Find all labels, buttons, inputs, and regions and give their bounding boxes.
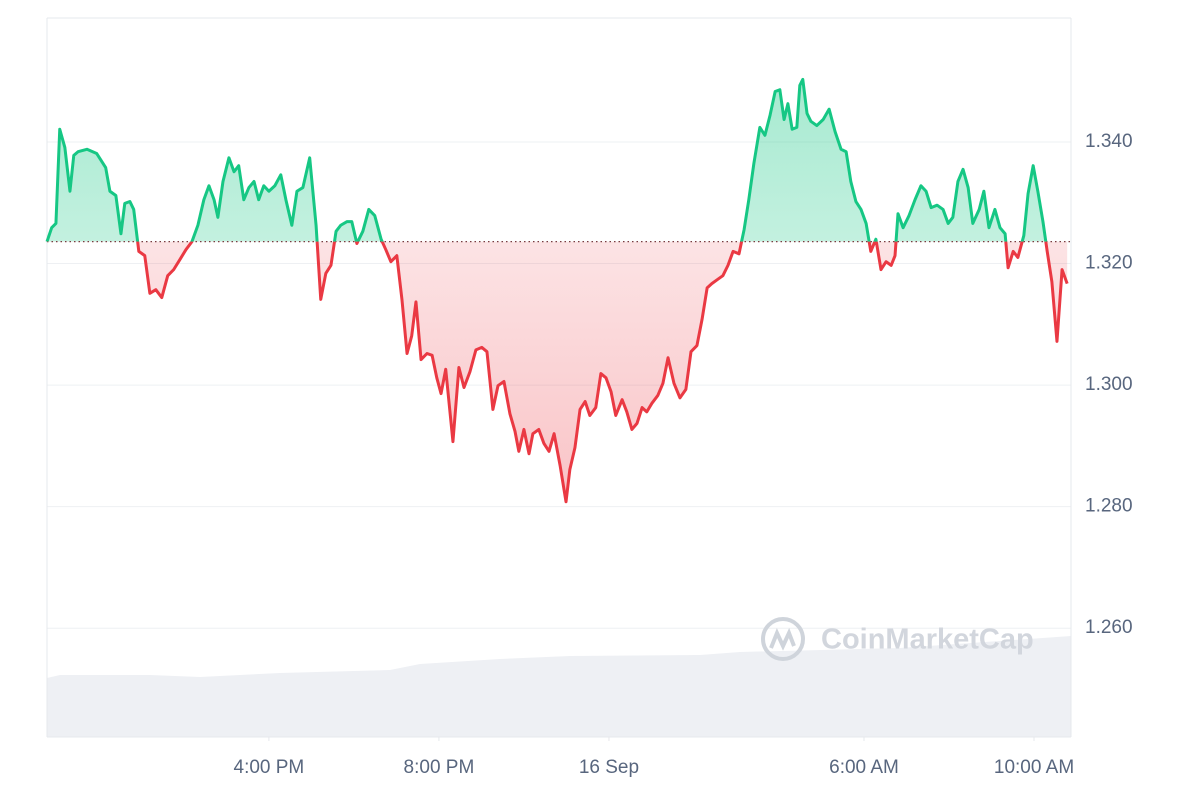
x-tick-label: 4:00 PM <box>234 757 305 778</box>
watermark: CoinMarketCap <box>761 617 1034 661</box>
x-tick-label: 6:00 AM <box>829 757 899 778</box>
watermark-logo <box>761 617 805 661</box>
x-tick-label: 16 Sep <box>579 757 639 778</box>
price-line-above <box>45 77 1048 242</box>
area-below <box>47 241 1068 502</box>
watermark-logo-mark <box>769 627 796 651</box>
x-tick-label: 8:00 PM <box>404 757 475 778</box>
y-tick-label: 1.300 <box>1085 374 1133 395</box>
plot <box>45 77 1071 504</box>
y-tick-label: 1.340 <box>1085 131 1133 152</box>
y-tick-label: 1.320 <box>1085 253 1133 274</box>
volume-area <box>47 636 1071 737</box>
y-tick-label: 1.260 <box>1085 617 1133 638</box>
price-line-below <box>47 241 1069 504</box>
x-tick-label: 10:00 AM <box>994 757 1074 778</box>
y-tick-label: 1.280 <box>1085 496 1133 517</box>
watermark-text: CoinMarketCap <box>821 624 1034 656</box>
